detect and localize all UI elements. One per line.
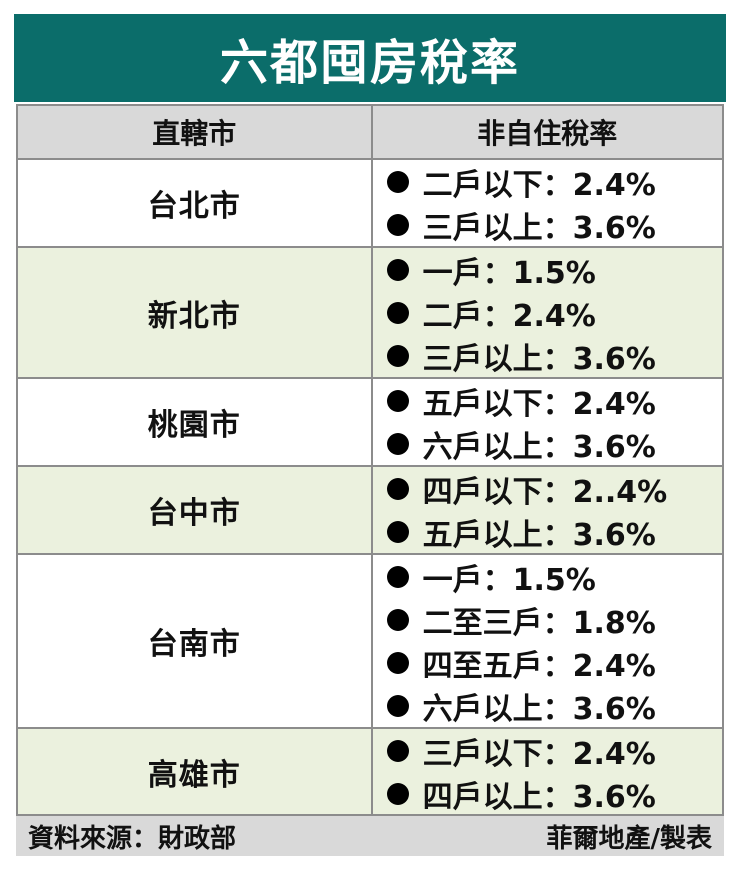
table-row: 桃園市 五戶以下：2.4% 六戶以上：3.6% [16,377,725,467]
rate-table: 直轄市 非自住稅率 台北市 二戶以下：2.4% 三戶以上：3.6% 新北市 一戶… [16,104,725,817]
city-name: 桃園市 [16,377,373,467]
rate-text: 四戶以上：3.6% [422,779,656,815]
rate-item: 四戶以上：3.6% [386,772,722,815]
rate-list: 五戶以下：2.4% 六戶以上：3.6% [370,377,725,467]
title-bar: 六都囤房稅率 [14,14,726,102]
city-column-header: 直轄市 [16,104,373,160]
tax-rate-card: 六都囤房稅率 直轄市 非自住稅率 台北市 二戶以下：2.4% 三戶以上：3.6%… [14,14,726,858]
city-name: 新北市 [16,246,373,379]
rate-text: 四至五戶：2.4% [422,648,656,684]
rate-text: 四戶以下：2..4% [422,474,668,510]
city-name: 台北市 [16,158,373,248]
rate-text: 三戶以上：3.6% [422,210,656,246]
page-title: 六都囤房稅率 [219,35,520,91]
rate-list: 一戶：1.5% 二戶：2.4% 三戶以上：3.6% [370,246,725,379]
rate-text: 五戶以上：3.6% [422,517,656,553]
rate-text: 二戶：2.4% [422,298,596,334]
bullet-icon [386,782,409,805]
rate-item: 四至五戶：2.4% [386,641,722,684]
rate-text: 二戶以下：2.4% [422,167,656,203]
rate-item: 六戶以上：3.6% [386,684,722,727]
bullet-icon [386,344,409,367]
rate-item: 一戶：1.5% [386,555,722,598]
bullet-icon [386,432,409,455]
rate-item: 五戶以下：2.4% [386,379,722,422]
table-row: 台北市 二戶以下：2.4% 三戶以上：3.6% [16,158,725,248]
bullet-icon [386,520,409,543]
bullet-icon [386,213,409,236]
rate-text: 三戶以下：2.4% [422,736,656,772]
rate-text: 五戶以下：2.4% [422,386,656,422]
table-row: 台中市 四戶以下：2..4% 五戶以上：3.6% [16,465,725,555]
rate-item: 四戶以下：2..4% [386,467,722,510]
table-header-row: 直轄市 非自住稅率 [16,104,725,160]
rate-text: 三戶以上：3.6% [422,341,656,377]
rate-item: 六戶以上：3.6% [386,422,722,465]
rate-item: 一戶：1.5% [386,248,722,291]
rate-text: 一戶：1.5% [422,562,596,598]
bullet-icon [386,301,409,324]
rate-text: 一戶：1.5% [422,255,596,291]
city-name: 台中市 [16,465,373,555]
rate-item: 五戶以上：3.6% [386,510,722,553]
bullet-icon [386,565,409,588]
rate-list: 一戶：1.5% 二至三戶：1.8% 四至五戶：2.4% 六戶以上：3.6% [370,553,725,729]
city-name: 高雄市 [16,727,373,817]
bullet-icon [386,651,409,674]
bullet-icon [386,739,409,762]
bullet-icon [386,389,409,412]
credit-note: 菲爾地產/製表 [546,823,713,854]
rate-text: 二至三戶：1.8% [422,605,656,641]
footer: 資料來源：財政部 菲爾地產/製表 [16,814,724,856]
table-row: 高雄市 三戶以下：2.4% 四戶以上：3.6% [16,727,725,817]
rate-item: 二戶以下：2.4% [386,160,722,203]
rate-text: 六戶以上：3.6% [422,691,656,727]
rate-item: 三戶以上：3.6% [386,334,722,377]
rate-item: 三戶以下：2.4% [386,729,722,772]
bullet-icon [386,694,409,717]
rate-text: 六戶以上：3.6% [422,429,656,465]
rate-list: 二戶以下：2.4% 三戶以上：3.6% [370,158,725,248]
table-row: 新北市 一戶：1.5% 二戶：2.4% 三戶以上：3.6% [16,246,725,379]
rate-item: 三戶以上：3.6% [386,203,722,246]
bullet-icon [386,170,409,193]
city-name: 台南市 [16,553,373,729]
bullet-icon [386,258,409,281]
rate-column-header: 非自住稅率 [370,104,725,160]
rate-list: 四戶以下：2..4% 五戶以上：3.6% [370,465,725,555]
source-note: 資料來源：財政部 [28,823,237,854]
rate-list: 三戶以下：2.4% 四戶以上：3.6% [370,727,725,817]
bullet-icon [386,608,409,631]
table-row: 台南市 一戶：1.5% 二至三戶：1.8% 四至五戶：2.4% 六戶以上：3.6… [16,553,725,729]
rate-item: 二戶：2.4% [386,291,722,334]
rate-item: 二至三戶：1.8% [386,598,722,641]
bullet-icon [386,477,409,500]
